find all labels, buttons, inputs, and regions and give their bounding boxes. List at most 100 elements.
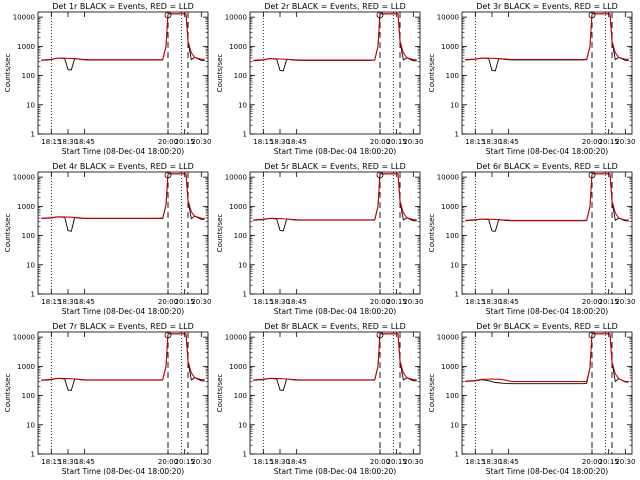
- x-axis-label: Start Time (08-Dec-04 18:00:20): [274, 307, 396, 316]
- plot-frame: [249, 331, 421, 455]
- x-tick-label: 18:15: [253, 458, 273, 466]
- y-tick-label: 100: [234, 72, 247, 80]
- y-tick-label: 1: [243, 451, 247, 459]
- x-tick-label: 18:30: [58, 298, 78, 306]
- y-tick-label: 100: [22, 232, 35, 240]
- y-tick-label: 100: [446, 72, 459, 80]
- panel-6: Det 6r BLACK = Events, RED = LLD Counts/s…: [428, 162, 635, 316]
- x-tick-label: 18:45: [287, 298, 307, 306]
- y-tick-label: 1: [455, 451, 459, 459]
- y-tick-label: 1000: [441, 43, 459, 51]
- plot-frame: [249, 171, 421, 295]
- x-tick-label: 18:45: [75, 458, 95, 466]
- peak-marker: [588, 11, 596, 19]
- events-series-line: [465, 173, 629, 232]
- x-tick-label: 20:00: [158, 458, 178, 466]
- panel-title: Det 8r BLACK = Events, RED = LLD: [264, 322, 406, 331]
- panel-title: Det 3r BLACK = Events, RED = LLD: [476, 2, 618, 11]
- y-tick-label: 10: [26, 261, 35, 269]
- x-tick-label: 20:30: [191, 458, 211, 466]
- x-tick-label: 18:15: [253, 298, 273, 306]
- panel-title: Det 1r BLACK = Events, RED = LLD: [52, 2, 194, 11]
- panel-1: Det 1r BLACK = Events, RED = LLD Counts/s…: [4, 2, 211, 156]
- y-tick-label: 1000: [229, 203, 247, 211]
- peak-marker: [164, 331, 172, 339]
- y-axis-label: Counts/sec: [428, 374, 436, 413]
- y-tick-label: 10000: [13, 334, 35, 342]
- x-tick-label: 20:30: [615, 458, 635, 466]
- plot-frame: [249, 11, 421, 135]
- x-tick-label: 20:00: [582, 458, 602, 466]
- lld-series-line: [253, 13, 417, 61]
- lld-series-line: [41, 333, 205, 381]
- x-tick-label: 20:15: [599, 298, 619, 306]
- panel-7: Det 7r BLACK = Events, RED = LLD Counts/s…: [4, 322, 211, 476]
- plot-frame: [37, 171, 209, 295]
- peak-marker: [164, 171, 172, 179]
- y-tick-label: 10000: [437, 334, 459, 342]
- lld-series-line: [465, 173, 629, 221]
- lld-series-line: [41, 173, 205, 219]
- x-tick-label: 20:30: [403, 458, 423, 466]
- y-tick-label: 10: [450, 101, 459, 109]
- x-axis-label: Start Time (08-Dec-04 18:00:20): [62, 307, 184, 316]
- peak-marker: [588, 331, 596, 339]
- y-tick-label: 1: [243, 131, 247, 139]
- x-tick-label: 20:00: [370, 458, 390, 466]
- peak-marker: [376, 11, 384, 19]
- y-tick-label: 10000: [437, 14, 459, 22]
- x-tick-label: 18:30: [482, 138, 502, 146]
- y-tick-label: 100: [22, 72, 35, 80]
- x-tick-label: 18:45: [499, 458, 519, 466]
- plot-frame: [461, 331, 633, 455]
- y-axis-label: Counts/sec: [4, 214, 12, 253]
- y-axis-label: Counts/sec: [216, 214, 224, 253]
- x-tick-label: 20:15: [387, 458, 407, 466]
- events-series-line: [41, 13, 205, 71]
- x-tick-label: 18:30: [270, 138, 290, 146]
- panel-5: Det 5r BLACK = Events, RED = LLD Counts/s…: [216, 162, 423, 316]
- x-tick-label: 20:15: [175, 138, 195, 146]
- x-tick-label: 20:00: [370, 298, 390, 306]
- y-axis-label: Counts/sec: [428, 54, 436, 93]
- y-tick-label: 10: [450, 261, 459, 269]
- x-tick-label: 20:30: [403, 298, 423, 306]
- lld-series-line: [253, 333, 417, 381]
- x-tick-label: 18:30: [270, 298, 290, 306]
- x-tick-label: 20:00: [582, 138, 602, 146]
- events-series-line: [253, 333, 417, 391]
- x-tick-label: 18:30: [58, 138, 78, 146]
- y-tick-label: 10000: [13, 174, 35, 182]
- y-tick-label: 1: [31, 131, 35, 139]
- x-tick-label: 20:30: [191, 298, 211, 306]
- x-tick-label: 18:15: [253, 138, 273, 146]
- lld-series-line: [465, 333, 629, 383]
- x-axis-label: Start Time (08-Dec-04 18:00:20): [62, 147, 184, 156]
- x-tick-label: 20:00: [158, 298, 178, 306]
- panel-title: Det 9r BLACK = Events, RED = LLD: [476, 322, 618, 331]
- x-tick-label: 18:30: [482, 458, 502, 466]
- y-tick-label: 1: [455, 131, 459, 139]
- panel-title: Det 5r BLACK = Events, RED = LLD: [264, 162, 406, 171]
- x-tick-label: 20:00: [582, 298, 602, 306]
- y-tick-label: 1000: [229, 363, 247, 371]
- y-tick-label: 10: [238, 101, 247, 109]
- y-tick-label: 100: [22, 392, 35, 400]
- x-axis-label: Start Time (08-Dec-04 18:00:20): [274, 147, 396, 156]
- y-tick-label: 100: [234, 232, 247, 240]
- peak-marker: [376, 331, 384, 339]
- y-axis-label: Counts/sec: [216, 54, 224, 93]
- lld-series-line: [465, 13, 629, 61]
- x-tick-label: 18:45: [287, 138, 307, 146]
- x-tick-label: 20:15: [599, 138, 619, 146]
- y-tick-label: 10: [26, 421, 35, 429]
- x-tick-label: 20:30: [403, 138, 423, 146]
- plot-frame: [461, 11, 633, 135]
- panel-3: Det 3r BLACK = Events, RED = LLD Counts/s…: [428, 2, 635, 156]
- y-tick-label: 10000: [225, 334, 247, 342]
- events-series-line: [253, 13, 417, 72]
- panel-2: Det 2r BLACK = Events, RED = LLD Counts/s…: [216, 2, 423, 156]
- y-axis-label: Counts/sec: [428, 214, 436, 253]
- x-tick-label: 18:15: [465, 138, 485, 146]
